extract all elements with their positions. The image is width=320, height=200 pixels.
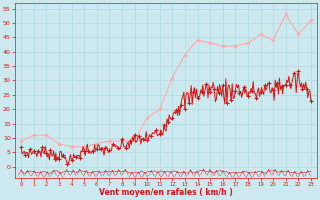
X-axis label: Vent moyen/en rafales ( km/h ): Vent moyen/en rafales ( km/h )	[99, 188, 233, 197]
